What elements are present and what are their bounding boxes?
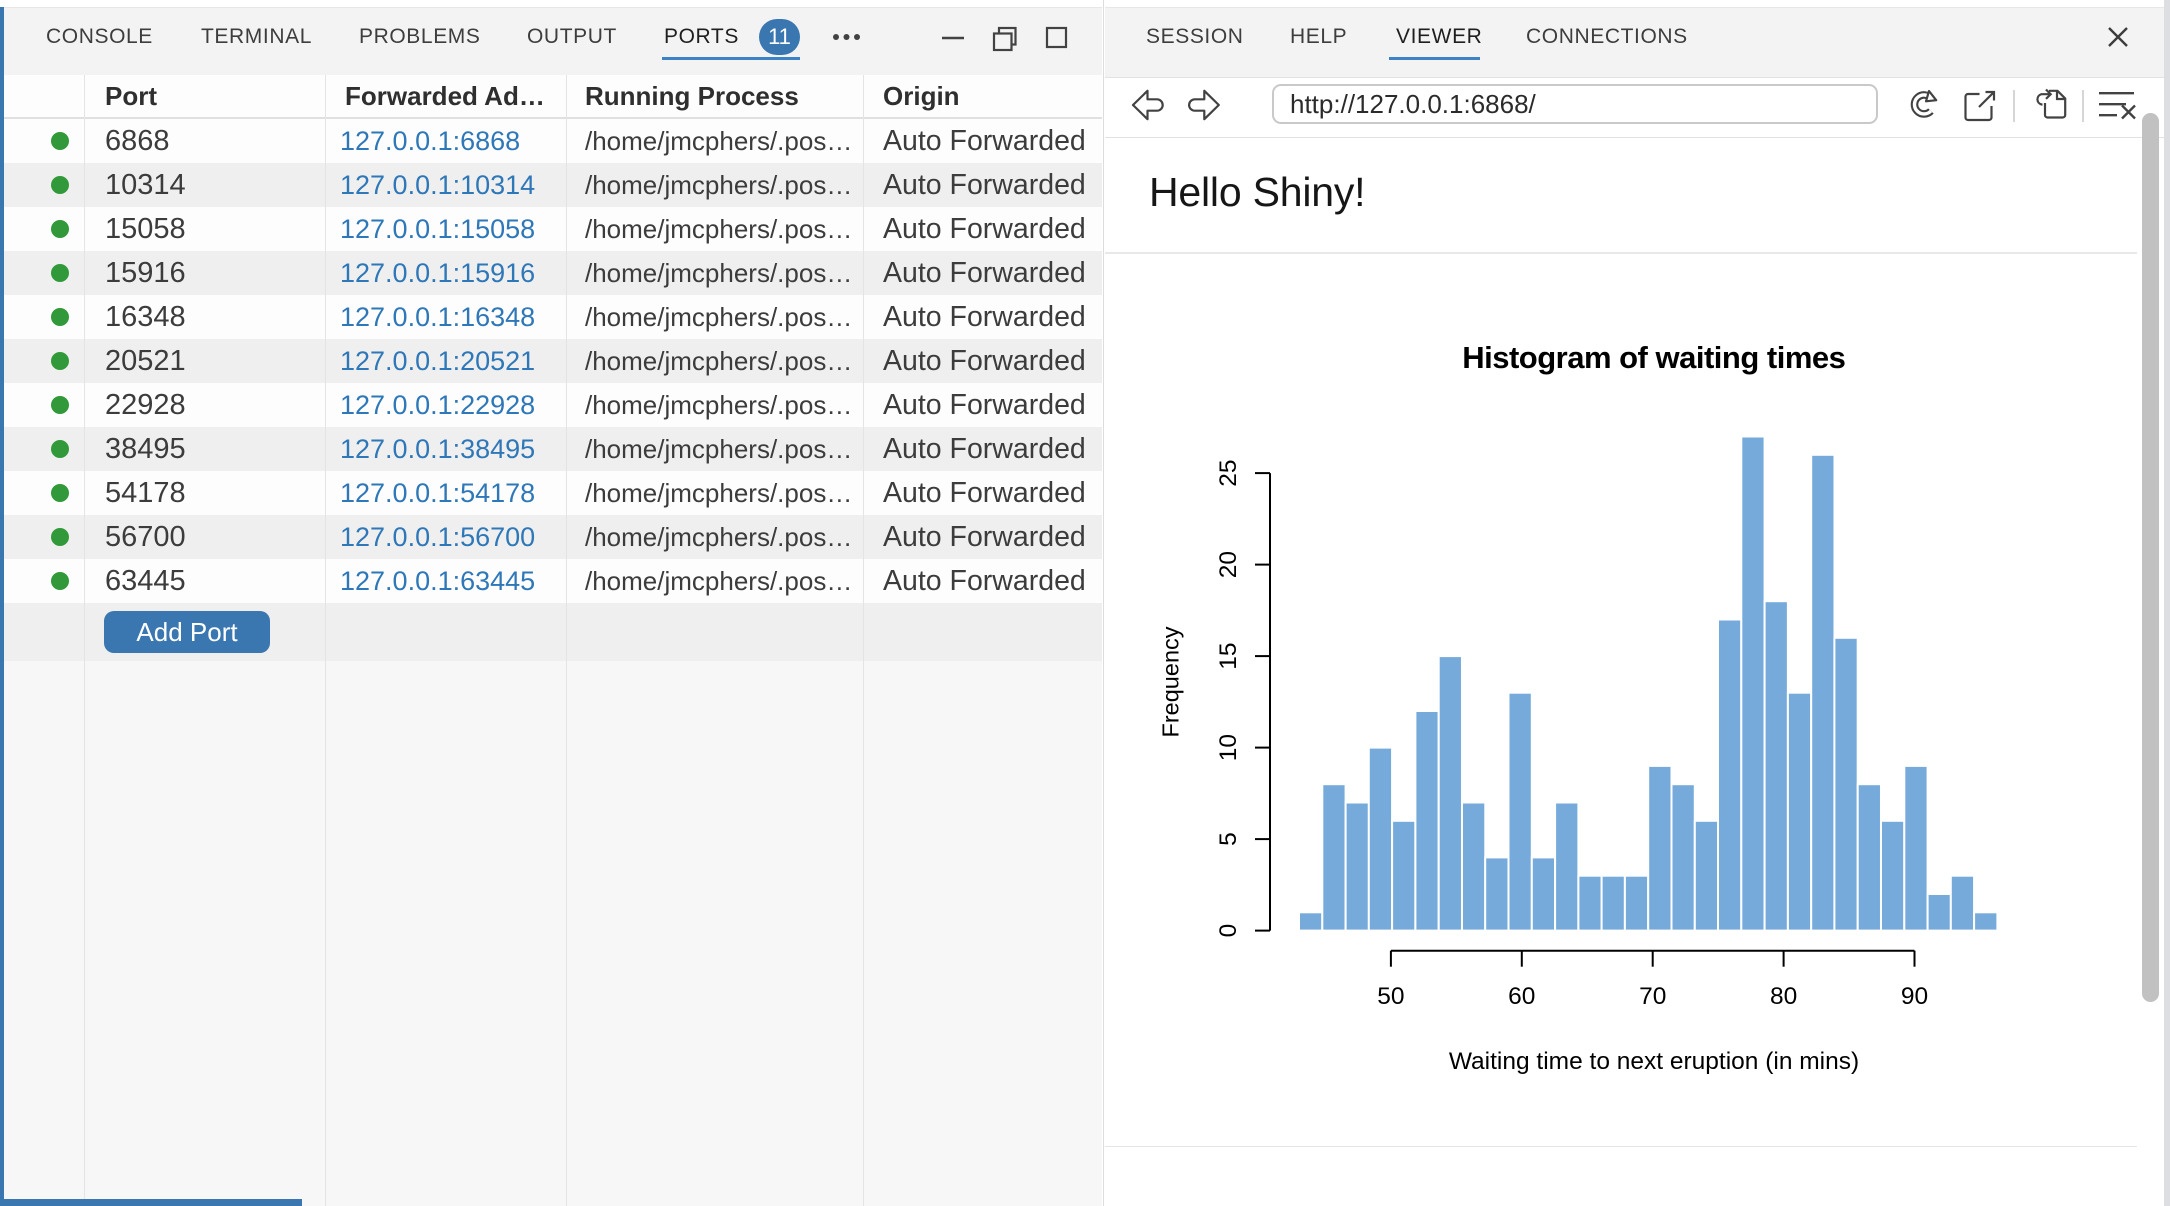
svg-text:70: 70: [1639, 983, 1666, 1010]
svg-text:25: 25: [1215, 459, 1242, 486]
svg-text:20: 20: [1215, 551, 1242, 578]
svg-text:0: 0: [1215, 924, 1242, 938]
svg-text:80: 80: [1770, 983, 1797, 1010]
svg-text:10: 10: [1215, 734, 1242, 761]
svg-text:5: 5: [1215, 832, 1242, 846]
svg-text:90: 90: [1901, 983, 1928, 1010]
svg-text:Waiting time to next eruption: Waiting time to next eruption (in mins): [1449, 1048, 1859, 1075]
svg-text:15: 15: [1215, 642, 1242, 669]
svg-text:50: 50: [1377, 983, 1404, 1010]
svg-text:Histogram of waiting times: Histogram of waiting times: [1462, 340, 1845, 375]
svg-text:Frequency: Frequency: [1158, 626, 1184, 737]
svg-text:60: 60: [1508, 983, 1535, 1010]
